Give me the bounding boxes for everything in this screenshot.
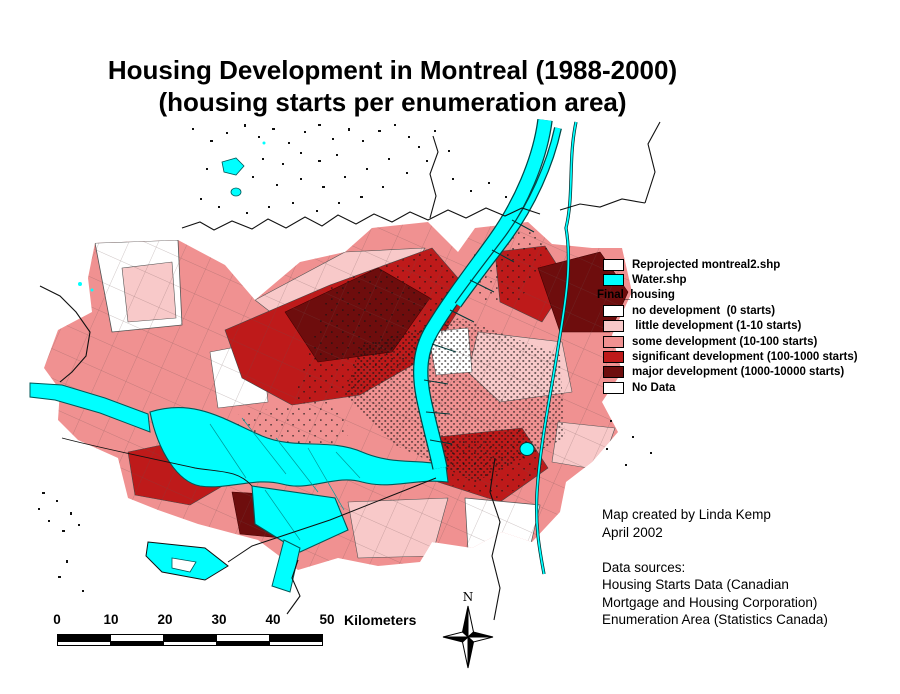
page-title: Housing Development in Montreal (1988-20… [60, 54, 725, 118]
legend-swatch-some-development [603, 335, 624, 348]
north-label: N [462, 590, 474, 604]
legend-swatch-no-data [603, 381, 624, 394]
legend-class-major-development: major development (1000-10000 starts) [597, 365, 887, 380]
legend-swatch-significant-development [603, 351, 624, 364]
water-features [29, 118, 578, 593]
credit-author: Map created by Linda Kemp [602, 507, 771, 522]
boundary-lines [39, 121, 661, 621]
legend-layer-reprojected: Reprojected montreal2.shp [597, 257, 887, 272]
legend-swatch-major-development [603, 366, 624, 379]
source-line-1: Housing Starts Data (Canadian [602, 577, 789, 592]
credit-date: April 2002 [602, 524, 663, 540]
source-line-2: Mortgage and Housing Corporation) [602, 594, 818, 610]
settlement-specks [38, 98, 652, 592]
scale-tick-30: 30 [211, 612, 227, 627]
legend-class-significant-development: significant development (100-1000 starts… [597, 349, 887, 364]
legend-group-title: Final_housing [597, 289, 675, 302]
legend-class-no-data: No Data [597, 380, 887, 395]
scale-tick-20: 20 [157, 612, 173, 627]
legend-swatch-water [603, 274, 624, 287]
legend-swatch-little-development [603, 320, 624, 333]
title-line-2: (housing starts per enumeration area) [158, 87, 627, 117]
legend-swatch-no-development [603, 304, 624, 317]
scale-bar-graphic [57, 634, 329, 646]
scale-bar: 0 10 20 30 40 50 Kilometers [53, 612, 485, 652]
scale-tick-40: 40 [265, 612, 281, 627]
north-arrow: N [441, 590, 495, 674]
scale-tick-0: 0 [53, 612, 61, 627]
legend-class-no-development: no development (0 starts) [597, 303, 887, 318]
legend-layer-water: Water.shp [597, 272, 887, 287]
compass-star-icon [442, 605, 494, 669]
scale-tick-10: 10 [103, 612, 119, 627]
legend-swatch-reprojected [603, 258, 624, 271]
legend-class-some-development: some development (10-100 starts) [597, 334, 887, 349]
shoreline-lines [61, 437, 437, 563]
legend-class-little-development: little development (1-10 starts) [597, 319, 887, 334]
title-line-1: Housing Development in Montreal (1988-20… [107, 55, 678, 85]
source-line-3: Enumeration Area (Statistics Canada) [602, 612, 828, 627]
legend: Reprojected montreal2.shp Water.shp Fina… [597, 257, 887, 396]
credits: Map created by Linda Kemp April 2002 Dat… [602, 506, 887, 629]
sources-title: Data sources: [602, 559, 686, 575]
enumeration-areas [44, 222, 632, 570]
scale-tick-50: 50 [319, 612, 335, 627]
scale-unit-label: Kilometers [344, 612, 417, 628]
